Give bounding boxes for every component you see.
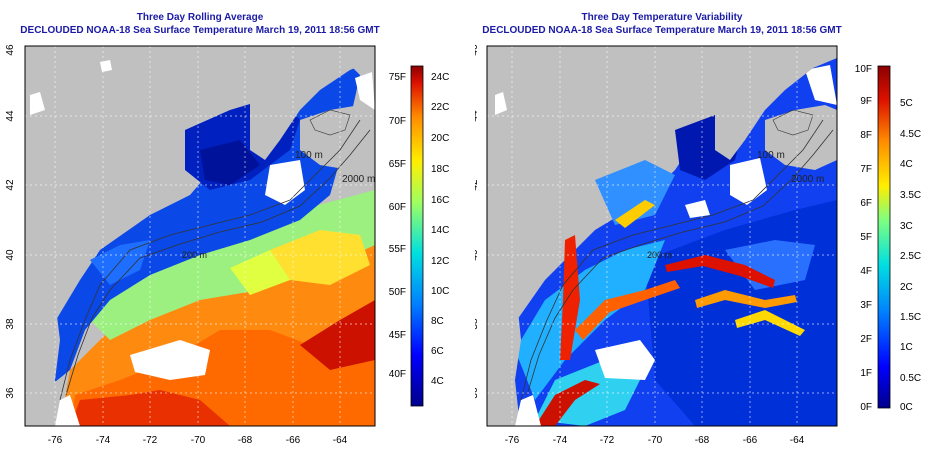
colorbar-c-label: 16C <box>431 195 449 206</box>
lat-tick: 38 <box>475 318 480 330</box>
colorbar <box>410 65 424 407</box>
lat-tick: 44 <box>475 110 480 122</box>
lat-tick: 44 <box>5 110 16 122</box>
panel-subtitle: DECLOUDED NOAA-18 Sea Surface Temperatur… <box>482 25 842 36</box>
colorbar-f-label: 10F <box>855 64 872 75</box>
lon-tick: -64 <box>333 435 348 446</box>
lat-tick: 40 <box>5 249 16 261</box>
lon-tick: -76 <box>48 435 63 446</box>
lon-tick: -66 <box>743 435 758 446</box>
lon-tick: -64 <box>790 435 805 446</box>
colorbar-f-label: 75F <box>389 72 406 83</box>
depth-label: 2000 m <box>791 174 824 185</box>
lat-tick: 42 <box>475 179 480 191</box>
colorbar-c-label: 4C <box>900 159 913 170</box>
lon-tick: -74 <box>96 435 111 446</box>
sst-variability-panel: Three Day Temperature Variability DECLOU… <box>475 0 950 475</box>
colorbar-f-label: 40F <box>389 369 406 380</box>
lon-tick: -76 <box>505 435 520 446</box>
colorbar-f-label: 50F <box>389 287 406 298</box>
colorbar-c-label: 8C <box>431 316 444 327</box>
depth-label: 100 m <box>757 150 785 161</box>
panel-subtitle: DECLOUDED NOAA-18 Sea Surface Temperatur… <box>20 25 380 36</box>
colorbar-c-label: 2C <box>900 282 913 293</box>
colorbar-c-label: 20C <box>431 133 449 144</box>
colorbar-c-label: 4C <box>431 376 444 387</box>
no-data-area <box>595 340 655 380</box>
colorbar-c-label: 18C <box>431 164 449 175</box>
depth-contour <box>59 119 361 401</box>
colorbar-c-label: 14C <box>431 225 449 236</box>
colorbar-c-label: 3C <box>900 221 913 232</box>
lon-tick: -74 <box>553 435 568 446</box>
colorbar-f-label: 1F <box>860 368 872 379</box>
colorbar-f-label: 8F <box>860 130 872 141</box>
colorbar-c-label: 12C <box>431 256 449 267</box>
colorbar-c-label: 3.5C <box>900 190 921 201</box>
colorbar-c-label: 2.5C <box>900 251 921 262</box>
map-frame <box>486 45 838 427</box>
lat-tick: 36 <box>475 387 480 399</box>
no-data-area <box>130 340 210 380</box>
depth-label: 200 m <box>647 250 672 260</box>
lat-tick: 38 <box>5 318 16 330</box>
lon-tick: -72 <box>600 435 615 446</box>
colorbar-c-label: 22C <box>431 102 449 113</box>
colorbar-c-label: 0.5C <box>900 373 921 384</box>
colorbar-f-label: 45F <box>389 330 406 341</box>
colorbar-f-label: 65F <box>389 159 406 170</box>
panel-title: Three Day Temperature Variability <box>581 12 743 23</box>
colorbar-f-label: 9F <box>860 96 872 107</box>
lon-tick: -68 <box>238 435 253 446</box>
depth-contour <box>520 119 824 401</box>
graticule <box>487 46 837 426</box>
graticule <box>25 46 375 426</box>
panel-title: Three Day Rolling Average <box>136 12 264 23</box>
colorbar-f-label: 7F <box>860 164 872 175</box>
colorbar-f-label: 5F <box>860 232 872 243</box>
sst-variability-map: 100 m 2000 m 200 m -76 -74 -72 -70 -68 -… <box>475 44 921 446</box>
lat-tick: 46 <box>5 44 16 56</box>
lon-tick: -70 <box>648 435 663 446</box>
colorbar-c-label: 5C <box>900 98 913 109</box>
depth-label: 100 m <box>295 150 323 161</box>
colorbar-c-label: 1.5C <box>900 312 921 323</box>
lat-tick: 42 <box>5 179 16 191</box>
colorbar <box>877 65 891 409</box>
lon-tick: -72 <box>143 435 158 446</box>
colorbar-c-label: 4.5C <box>900 129 921 140</box>
lat-tick: 36 <box>5 387 16 399</box>
front-streak <box>560 235 580 360</box>
lat-tick: 46 <box>475 44 480 56</box>
lon-tick: -68 <box>695 435 710 446</box>
colorbar-f-label: 55F <box>389 244 406 255</box>
colorbar-f-label: 4F <box>860 266 872 277</box>
colorbar-c-label: 0C <box>900 402 913 413</box>
colorbar-c-label: 24C <box>431 72 449 83</box>
lat-tick: 40 <box>475 249 480 261</box>
colorbar-c-label: 1C <box>900 342 913 353</box>
sst-average-map: 100 m 2000 m 200 m -76 -74 -72 -70 -68 -… <box>5 44 449 446</box>
colorbar-f-label: 6F <box>860 198 872 209</box>
lon-tick: -70 <box>191 435 206 446</box>
colorbar-c-label: 6C <box>431 346 444 357</box>
colorbar-f-label: 2F <box>860 334 872 345</box>
colorbar-f-label: 3F <box>860 300 872 311</box>
lon-tick: -66 <box>286 435 301 446</box>
depth-label: 2000 m <box>342 174 375 185</box>
depth-label: 200 m <box>182 250 207 260</box>
map-frame <box>24 45 376 427</box>
colorbar-c-label: 10C <box>431 286 449 297</box>
colorbar-f-label: 0F <box>860 402 872 413</box>
colorbar-f-label: 70F <box>389 116 406 127</box>
colorbar-f-label: 60F <box>389 202 406 213</box>
sst-average-panel: Three Day Rolling Average DECLOUDED NOAA… <box>5 12 449 446</box>
